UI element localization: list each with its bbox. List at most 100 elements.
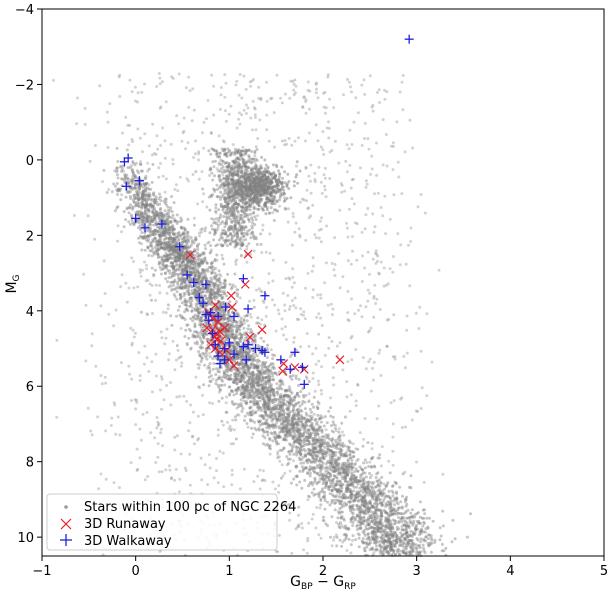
background-star bbox=[272, 412, 276, 416]
background-star bbox=[388, 524, 392, 528]
background-star bbox=[261, 365, 265, 369]
background-star bbox=[322, 452, 326, 456]
background-star bbox=[302, 461, 306, 465]
background-star bbox=[155, 249, 159, 253]
background-star bbox=[266, 433, 270, 437]
background-star bbox=[388, 533, 392, 537]
background-star bbox=[367, 509, 370, 513]
background-star bbox=[235, 341, 239, 345]
background-star bbox=[344, 503, 348, 507]
background-star bbox=[157, 197, 161, 201]
background-star bbox=[303, 439, 307, 443]
background-star bbox=[371, 530, 375, 534]
background-star bbox=[129, 213, 133, 217]
background-star bbox=[384, 502, 388, 506]
background-star bbox=[315, 420, 319, 424]
background-star bbox=[196, 258, 199, 262]
background-star bbox=[198, 335, 202, 339]
background-star bbox=[228, 300, 232, 304]
background-star bbox=[370, 531, 374, 535]
background-star bbox=[391, 491, 395, 495]
background-star bbox=[353, 470, 357, 473]
background-star bbox=[234, 320, 238, 323]
background-star bbox=[276, 390, 280, 394]
background-star bbox=[322, 435, 326, 439]
background-star bbox=[116, 176, 120, 180]
background-star bbox=[405, 521, 409, 525]
background-star bbox=[322, 480, 326, 484]
background-star bbox=[171, 224, 175, 228]
background-star bbox=[293, 417, 297, 421]
background-star bbox=[192, 263, 196, 267]
background-star bbox=[451, 518, 455, 522]
background-star bbox=[414, 528, 418, 531]
background-star bbox=[355, 492, 359, 496]
background-star bbox=[183, 303, 187, 307]
background-star bbox=[204, 294, 207, 298]
background-star bbox=[373, 465, 377, 469]
background-star bbox=[418, 551, 422, 555]
background-star bbox=[190, 240, 194, 244]
background-star bbox=[179, 225, 183, 229]
background-star bbox=[295, 445, 299, 449]
background-star bbox=[355, 528, 359, 531]
background-star bbox=[287, 411, 291, 415]
background-star bbox=[386, 481, 390, 485]
background-star bbox=[148, 226, 152, 230]
background-star bbox=[257, 405, 260, 409]
background-star bbox=[306, 458, 310, 462]
background-star bbox=[102, 168, 106, 172]
background-star bbox=[153, 229, 156, 233]
background-star bbox=[242, 355, 246, 359]
background-star bbox=[279, 382, 283, 386]
background-star bbox=[250, 374, 253, 378]
background-star bbox=[231, 346, 235, 349]
background-star bbox=[175, 297, 179, 301]
background-star bbox=[162, 238, 166, 242]
background-star bbox=[406, 541, 410, 545]
background-star bbox=[357, 545, 361, 549]
background-star bbox=[145, 181, 149, 185]
background-star bbox=[370, 457, 374, 461]
background-star bbox=[201, 290, 205, 294]
background-star bbox=[208, 251, 212, 255]
background-star bbox=[387, 552, 391, 556]
background-star bbox=[406, 535, 410, 539]
background-star bbox=[344, 537, 348, 540]
background-star bbox=[214, 267, 217, 270]
background-star bbox=[401, 494, 404, 498]
background-star bbox=[349, 520, 353, 524]
background-star bbox=[257, 427, 261, 430]
background-star bbox=[326, 524, 329, 528]
background-star bbox=[257, 396, 261, 400]
background-star bbox=[310, 415, 314, 418]
background-star bbox=[282, 447, 286, 451]
background-star bbox=[269, 370, 273, 374]
background-star bbox=[395, 492, 399, 496]
background-star bbox=[312, 442, 316, 445]
background-star bbox=[402, 536, 406, 540]
background-star bbox=[187, 238, 191, 242]
background-star bbox=[320, 430, 324, 434]
background-star bbox=[170, 251, 174, 255]
background-star bbox=[368, 538, 372, 542]
background-star bbox=[273, 404, 277, 407]
background-star bbox=[413, 527, 417, 531]
background-star bbox=[246, 396, 250, 400]
background-star bbox=[450, 540, 454, 544]
background-star bbox=[290, 400, 293, 404]
background-star bbox=[340, 463, 344, 467]
background-star bbox=[151, 163, 155, 166]
background-star bbox=[153, 217, 157, 220]
background-star bbox=[317, 493, 321, 497]
background-star bbox=[368, 501, 372, 505]
background-star bbox=[292, 452, 296, 456]
background-star bbox=[349, 489, 353, 493]
background-star bbox=[373, 537, 377, 541]
background-star bbox=[131, 220, 135, 224]
background-star bbox=[413, 515, 417, 519]
background-star bbox=[282, 425, 286, 429]
background-star bbox=[302, 395, 306, 399]
background-star bbox=[304, 393, 308, 397]
